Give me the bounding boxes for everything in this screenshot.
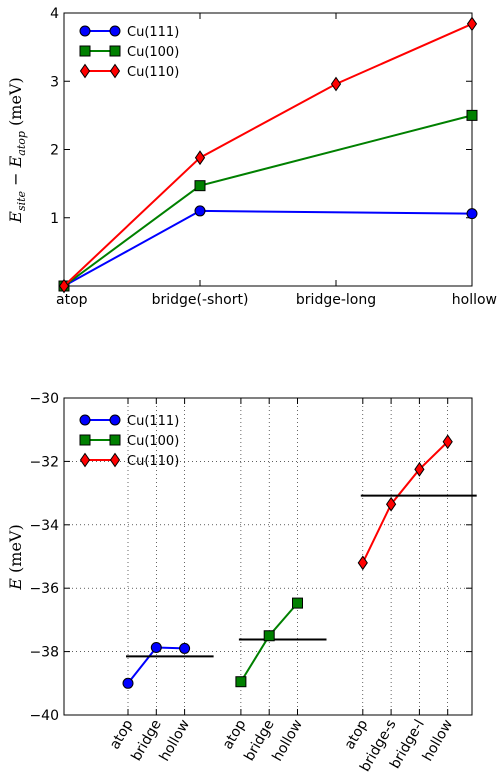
data-point — [194, 205, 206, 217]
legend-marker — [109, 414, 121, 426]
x-tick-label: atop — [342, 717, 372, 752]
top-y-axis-label: Esite − Eatop (meV) — [6, 77, 28, 223]
data-point — [442, 434, 453, 450]
legend-marker — [109, 63, 121, 79]
data-point — [466, 109, 478, 121]
data-point — [179, 642, 191, 654]
legend-label: Cu(110) — [127, 454, 179, 469]
data-point — [194, 150, 206, 166]
x-tick-label: atop — [56, 292, 88, 308]
x-tick-label: atop — [220, 717, 250, 752]
data-point — [466, 16, 478, 32]
top-chart: 1 2 3 4 atop bridge(-short) bridge-long hollow — [50, 6, 497, 308]
data-point — [194, 180, 206, 192]
series-line — [63, 23, 473, 287]
legend-marker — [79, 434, 91, 446]
series-line — [361, 441, 449, 564]
bottom-y-axis-label: E (meV) — [6, 524, 25, 590]
x-tick-label: atop — [107, 717, 137, 752]
x-tick-label: bridge(-short) — [152, 292, 249, 308]
data-point — [466, 208, 478, 220]
data-point — [330, 76, 342, 92]
x-tick-label: bridge-long — [296, 292, 376, 308]
y-tick-label: 1 — [50, 211, 59, 227]
series-line — [63, 209, 473, 287]
plot-frame — [63, 397, 473, 716]
legend-marker — [79, 45, 91, 57]
y-tick-label: −40 — [29, 708, 59, 724]
legend-marker — [109, 25, 121, 37]
y-tick-label: 2 — [50, 143, 59, 159]
data-point — [385, 496, 397, 512]
y-tick-label: −34 — [29, 518, 59, 534]
series-line — [63, 114, 473, 287]
data-point — [122, 677, 134, 689]
legend-marker — [79, 452, 91, 468]
data-point — [150, 641, 162, 653]
legend-marker — [109, 45, 121, 57]
y-tick-label: −30 — [29, 391, 59, 407]
data-point — [263, 630, 275, 642]
legend-label: Cu(111) — [127, 25, 179, 40]
y-tick-label: 3 — [50, 74, 59, 90]
legend-label: Cu(110) — [127, 65, 179, 80]
y-tick-label: 4 — [50, 6, 59, 22]
legend-marker — [79, 25, 91, 37]
legend-marker — [109, 452, 121, 468]
data-point — [58, 278, 70, 294]
legend-label: Cu(111) — [127, 414, 179, 429]
top-legend: Cu(111) Cu(100) Cu(110) — [79, 25, 179, 80]
y-tick-label: −36 — [29, 581, 59, 597]
data-point — [414, 461, 425, 477]
legend-marker — [79, 414, 91, 426]
legend-label: Cu(100) — [127, 434, 179, 449]
legend-label: Cu(100) — [127, 45, 179, 60]
data-point — [292, 597, 303, 609]
y-tick-label: −32 — [29, 454, 59, 470]
data-point — [357, 555, 368, 571]
bottom-legend: Cu(111) Cu(100) Cu(110) — [79, 414, 179, 469]
y-tick-label: −38 — [29, 645, 59, 661]
plot-frame — [63, 12, 473, 287]
x-tick-label: hollow — [452, 292, 497, 308]
legend-marker — [79, 63, 91, 79]
data-point — [235, 676, 247, 688]
legend-marker — [109, 434, 121, 446]
